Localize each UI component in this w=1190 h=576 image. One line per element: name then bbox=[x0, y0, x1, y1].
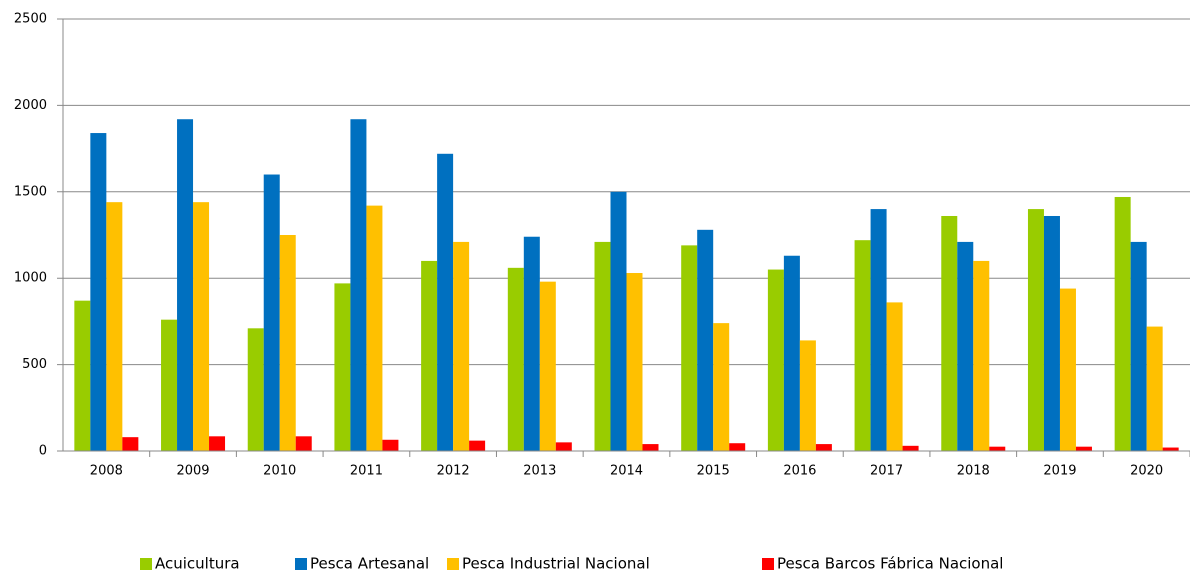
bar bbox=[366, 205, 383, 451]
bar bbox=[382, 439, 399, 451]
bar bbox=[957, 241, 974, 451]
x-tick-label: 2014 bbox=[610, 464, 643, 479]
bar bbox=[161, 319, 178, 451]
bar bbox=[594, 241, 611, 451]
bar bbox=[697, 229, 714, 451]
bar bbox=[263, 174, 280, 451]
bar bbox=[90, 133, 107, 451]
y-tick-label: 500 bbox=[22, 357, 47, 372]
bar bbox=[783, 255, 800, 451]
bar bbox=[539, 281, 556, 451]
bar bbox=[799, 340, 816, 451]
bar bbox=[941, 215, 958, 451]
legend-swatch bbox=[762, 558, 774, 570]
bar bbox=[681, 245, 698, 451]
bar bbox=[626, 273, 643, 451]
legend-label: Acuicultura bbox=[155, 555, 240, 573]
legend-swatch bbox=[447, 558, 459, 570]
bar bbox=[1130, 241, 1147, 451]
bar bbox=[106, 202, 123, 451]
bar bbox=[247, 328, 264, 451]
legend-label: Pesca Industrial Nacional bbox=[462, 555, 650, 573]
bar bbox=[767, 269, 784, 451]
x-tick-label: 2019 bbox=[1043, 464, 1076, 479]
bar bbox=[854, 240, 871, 451]
x-tick-label: 2008 bbox=[90, 464, 123, 479]
legend-swatch bbox=[140, 558, 152, 570]
x-tick-label: 2015 bbox=[697, 464, 730, 479]
bar bbox=[453, 241, 470, 451]
legend-label: Pesca Artesanal bbox=[310, 555, 429, 573]
x-tick-label: 2011 bbox=[350, 464, 383, 479]
bar bbox=[886, 302, 903, 451]
bar bbox=[507, 267, 524, 451]
bar bbox=[209, 436, 226, 451]
x-tick-label: 2017 bbox=[870, 464, 903, 479]
y-tick-label: 1000 bbox=[14, 271, 47, 286]
bar bbox=[973, 260, 990, 451]
bar bbox=[177, 119, 194, 451]
bar bbox=[334, 283, 351, 451]
bar bbox=[1162, 447, 1179, 451]
bar bbox=[555, 442, 572, 451]
bar bbox=[437, 153, 454, 451]
x-tick-label: 2016 bbox=[783, 464, 816, 479]
bar bbox=[902, 445, 919, 451]
bar bbox=[870, 209, 887, 451]
bar bbox=[1075, 446, 1092, 451]
bar bbox=[729, 443, 746, 451]
x-tick-label: 2020 bbox=[1130, 464, 1163, 479]
bar bbox=[279, 235, 296, 451]
bar bbox=[1027, 209, 1044, 451]
y-tick-label: 2000 bbox=[14, 98, 47, 113]
y-tick-label: 2500 bbox=[14, 12, 47, 27]
x-tick-label: 2009 bbox=[176, 464, 209, 479]
bar bbox=[295, 436, 312, 451]
bar bbox=[642, 444, 659, 451]
x-tick-label: 2012 bbox=[437, 464, 470, 479]
legend-label: Pesca Barcos Fábrica Nacional bbox=[777, 555, 1003, 573]
bar bbox=[713, 323, 730, 451]
bar bbox=[523, 236, 540, 451]
bar bbox=[610, 191, 627, 452]
bar bbox=[1059, 288, 1076, 451]
bar bbox=[122, 437, 139, 451]
x-tick-label: 2013 bbox=[523, 464, 556, 479]
bar bbox=[193, 202, 210, 451]
bar bbox=[815, 444, 832, 451]
bar bbox=[469, 440, 486, 451]
y-tick-label: 0 bbox=[39, 444, 47, 459]
x-tick-label: 2010 bbox=[263, 464, 296, 479]
bar bbox=[1114, 196, 1131, 451]
y-tick-label: 1500 bbox=[14, 184, 47, 199]
bar bbox=[350, 119, 367, 451]
x-tick-label: 2018 bbox=[957, 464, 990, 479]
bar bbox=[1146, 326, 1163, 451]
bar bbox=[74, 300, 91, 451]
bar bbox=[989, 446, 1006, 451]
bar bbox=[1043, 215, 1060, 451]
legend-swatch bbox=[295, 558, 307, 570]
bar bbox=[421, 260, 438, 451]
